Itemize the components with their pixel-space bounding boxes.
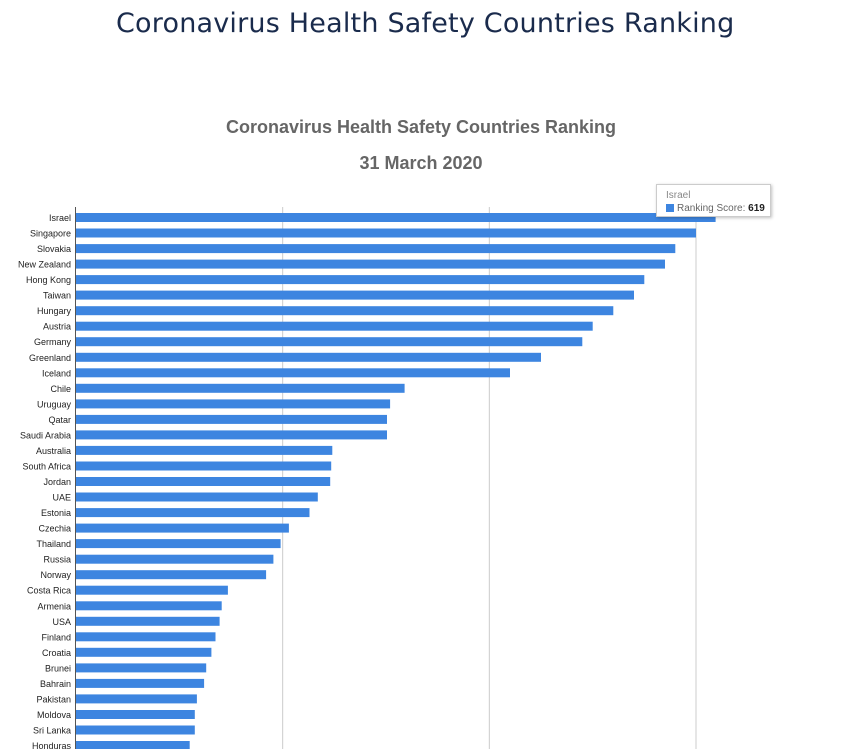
y-tick-label: Russia bbox=[43, 555, 71, 565]
chart-title: Coronavirus Health Safety Countries Rank… bbox=[225, 117, 617, 137]
y-tick-label: Uruguay bbox=[37, 399, 72, 409]
y-tick-label: Brunei bbox=[45, 663, 71, 673]
bar-finland[interactable] bbox=[76, 632, 216, 642]
y-tick-label: Costa Rica bbox=[27, 586, 71, 596]
bar-usa[interactable] bbox=[76, 616, 220, 626]
bar-slovakia[interactable] bbox=[76, 244, 676, 254]
bar-sri-lanka[interactable] bbox=[76, 725, 195, 735]
y-tick-label: Germany bbox=[34, 337, 72, 347]
y-tick-label: Croatia bbox=[42, 648, 71, 658]
bar-pakistan[interactable] bbox=[76, 694, 197, 704]
y-tick-label: Taiwan bbox=[43, 291, 71, 301]
chart-subtitle: 31 March 2020 bbox=[359, 153, 483, 173]
y-tick-label: Qatar bbox=[48, 415, 71, 425]
y-tick-label: Singapore bbox=[30, 229, 71, 239]
tooltip-row: Ranking Score: 619 bbox=[666, 203, 765, 215]
y-tick-label: Czechia bbox=[38, 524, 71, 534]
bar-saudi-arabia[interactable] bbox=[76, 430, 387, 440]
bar-estonia[interactable] bbox=[76, 508, 310, 518]
bar-hungary[interactable] bbox=[76, 306, 614, 316]
bar-honduras[interactable] bbox=[76, 741, 190, 749]
y-tick-label: Norway bbox=[40, 570, 71, 580]
y-tick-label: Iceland bbox=[42, 368, 71, 378]
y-tick-label: Saudi Arabia bbox=[20, 430, 71, 440]
bar-hong-kong[interactable] bbox=[76, 275, 645, 285]
tooltip-category: Israel bbox=[666, 190, 691, 201]
bar-germany[interactable] bbox=[76, 337, 583, 347]
tooltip-label: Ranking Score bbox=[677, 203, 743, 214]
y-tick-label: UAE bbox=[52, 493, 71, 503]
bar-bahrain[interactable] bbox=[76, 678, 205, 688]
y-tick-label: Israel bbox=[49, 213, 71, 223]
bar-costa-rica[interactable] bbox=[76, 585, 228, 595]
bar-uae[interactable] bbox=[76, 492, 318, 502]
bar-croatia[interactable] bbox=[76, 647, 212, 657]
y-tick-label: Pakistan bbox=[36, 694, 71, 704]
y-tick-label: Chile bbox=[50, 384, 71, 394]
bar-iceland[interactable] bbox=[76, 368, 510, 378]
y-tick-label: New Zealand bbox=[18, 260, 71, 270]
bar-chile[interactable] bbox=[76, 383, 405, 393]
y-tick-label: Slovakia bbox=[37, 244, 71, 254]
bar-singapore[interactable] bbox=[76, 228, 696, 238]
bar-qatar[interactable] bbox=[76, 414, 387, 424]
bar-austria[interactable] bbox=[76, 321, 593, 331]
y-tick-label: Jordan bbox=[43, 477, 71, 487]
bar-new-zealand[interactable] bbox=[76, 259, 665, 269]
y-tick-label: Estonia bbox=[41, 508, 71, 518]
y-tick-label: South Africa bbox=[22, 462, 71, 472]
bar-moldova[interactable] bbox=[76, 710, 195, 719]
bar-jordan[interactable] bbox=[76, 477, 331, 486]
bar-russia[interactable] bbox=[76, 554, 274, 564]
y-tick-label: USA bbox=[52, 617, 71, 627]
y-tick-label: Bahrain bbox=[40, 679, 71, 689]
y-tick-label: Hungary bbox=[37, 306, 72, 316]
bar-taiwan[interactable] bbox=[76, 290, 634, 300]
chart-tooltip: Israel Ranking Score: 619 bbox=[656, 184, 771, 217]
page-title: Coronavirus Health Safety Countries Rank… bbox=[116, 8, 735, 39]
y-tick-label: Moldova bbox=[37, 710, 71, 720]
y-tick-label: Thailand bbox=[36, 539, 71, 549]
bar-israel[interactable] bbox=[76, 213, 716, 222]
bar-uruguay[interactable] bbox=[76, 399, 391, 409]
tooltip-value: 619 bbox=[748, 203, 765, 214]
bar-thailand[interactable] bbox=[76, 539, 281, 549]
y-tick-label: Greenland bbox=[29, 353, 71, 363]
bar-armenia[interactable] bbox=[76, 601, 222, 611]
y-tick-label: Armenia bbox=[37, 601, 71, 611]
y-tick-label: Australia bbox=[36, 446, 71, 456]
y-tick-label: Hong Kong bbox=[26, 275, 71, 285]
bar-czechia[interactable] bbox=[76, 523, 289, 533]
bar-norway[interactable] bbox=[76, 570, 267, 580]
y-tick-label: Austria bbox=[43, 322, 71, 332]
y-tick-label: Sri Lanka bbox=[33, 726, 71, 736]
y-tick-label: Finland bbox=[41, 632, 71, 642]
bar-south-africa[interactable] bbox=[76, 461, 332, 471]
tooltip-swatch bbox=[666, 204, 674, 212]
bar-greenland[interactable] bbox=[76, 352, 541, 362]
bar-brunei[interactable] bbox=[76, 663, 207, 673]
bar-australia[interactable] bbox=[76, 445, 333, 455]
y-tick-label: Honduras bbox=[32, 741, 72, 749]
